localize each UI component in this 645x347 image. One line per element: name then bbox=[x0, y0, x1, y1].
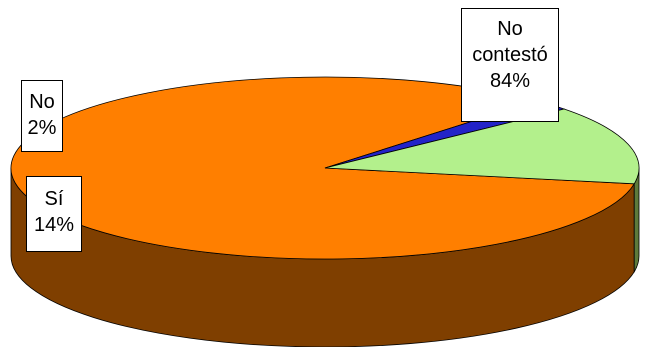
slice-label-si-value: 14% bbox=[33, 214, 75, 236]
slice-label-si: Sí 14% bbox=[26, 176, 82, 252]
slice-label-no-contesto-name: No contestó bbox=[472, 18, 548, 66]
slice-label-no-name: No bbox=[29, 91, 55, 113]
pie-slices bbox=[10, 76, 640, 260]
slice-label-no: No 2% bbox=[21, 80, 63, 152]
slice-si bbox=[324, 108, 640, 185]
slice-label-no-contesto-value: 84% bbox=[489, 70, 531, 92]
slice-label-si-name: Sí bbox=[44, 188, 64, 210]
slice-side-si bbox=[633, 167, 640, 274]
slice-label-no-value: 2% bbox=[27, 117, 57, 139]
slice-label-no-contesto: No contestó 84% bbox=[461, 8, 559, 122]
